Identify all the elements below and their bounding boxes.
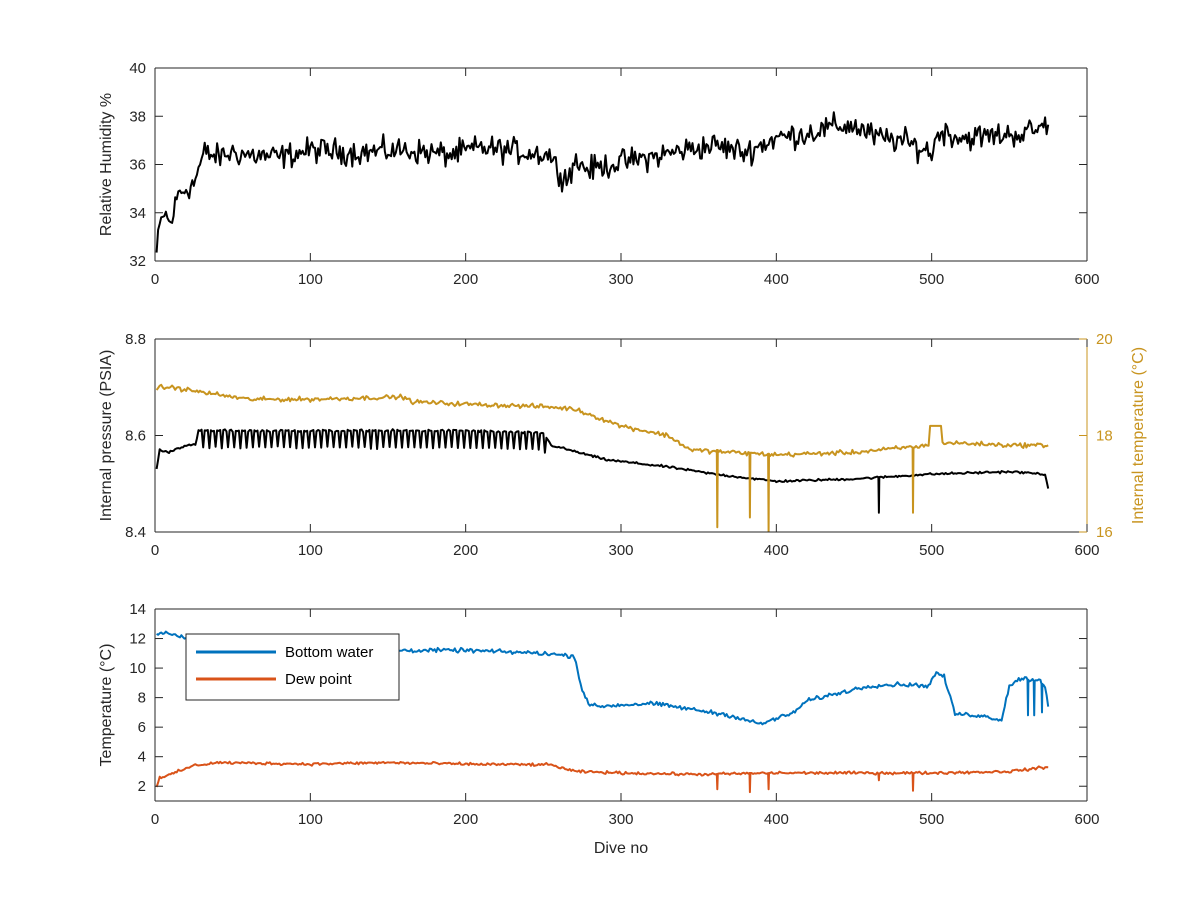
x-tick-label: 400 [764,542,789,559]
x-tick-label: 100 [298,811,323,828]
y-right-tick-label: 18 [1096,428,1113,445]
y-tick-label: 8.8 [125,331,146,348]
x-tick-label: 400 [764,271,789,288]
x-tick-label: 500 [919,271,944,288]
legend-entry: Dew point [285,671,353,688]
legend: Bottom water Dew point [185,633,400,701]
x-tick-label: 500 [919,542,944,559]
series-line-3-2 [155,760,1049,794]
series-line-2-1 [155,428,1050,514]
y-tick-label: 8.6 [125,428,146,445]
y-tick-label: 4 [138,749,146,766]
y-tick-label: 10 [129,660,146,677]
y-tick-label: 14 [129,601,146,618]
x-tick-label: 200 [453,542,478,559]
panel-1: 0 100 200 300 400 500 600 32 34 36 38 40 Relative Hu… [98,60,1100,288]
x-tick-label: 0 [151,811,159,828]
y-axis-label: Internal pressure (PSIA) [98,350,115,522]
y-tick-label: 38 [129,108,146,125]
x-axis-label: Dive no [594,840,648,857]
y-right-axis-label: Internal temperature (°C) [1130,347,1147,524]
x-tick-label: 300 [608,811,633,828]
x-tick-label: 100 [298,271,323,288]
y-tick-label: 34 [129,205,146,222]
y-tick-label: 8.4 [125,524,146,541]
legend-entry: Bottom water [285,644,373,661]
panel-2: 0 100 200 300 400 500 600 8.4 8.6 8.8 16 18 20 Intern… [98,331,1147,559]
y-axis-label: Relative Humidity % [98,93,115,236]
y-axis-label: Temperature (°C) [98,644,115,767]
x-tick-label: 100 [298,542,323,559]
y-tick-label: 6 [138,719,146,736]
y-tick-label: 36 [129,157,146,174]
x-tick-label: 400 [764,811,789,828]
panel-3: 0 100 200 300 400 500 600 2 4 6 8 10 12 14 Temperature… [98,601,1100,857]
y-tick-label: 40 [129,60,146,77]
y-right-tick-label: 20 [1096,331,1113,348]
y-tick-label: 2 [138,778,146,795]
x-tick-label: 300 [608,271,633,288]
x-tick-label: 600 [1074,271,1099,288]
y-tick-label: 8 [138,690,146,707]
series-line-1-1 [155,111,1050,253]
x-tick-label: 500 [919,811,944,828]
x-tick-label: 300 [608,542,633,559]
x-tick-label: 600 [1074,542,1099,559]
x-tick-label: 0 [151,542,159,559]
y-tick-label: 12 [129,631,146,648]
x-tick-label: 0 [151,271,159,288]
x-tick-label: 200 [453,811,478,828]
y-tick-label: 32 [129,253,146,270]
series-line-2-2 [155,383,1049,532]
legend-box [185,633,400,701]
x-tick-label: 200 [453,271,478,288]
y-right-tick-label: 16 [1096,524,1113,541]
x-tick-label: 600 [1074,811,1099,828]
